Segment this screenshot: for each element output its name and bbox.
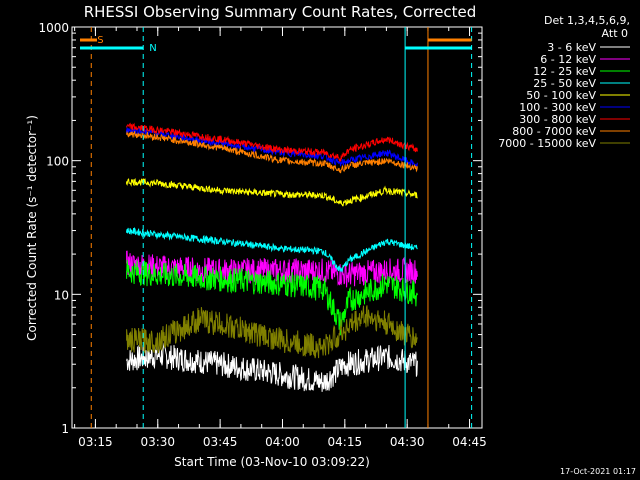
series-line <box>126 177 418 207</box>
y-tick-label: 1000 <box>38 21 69 35</box>
y-tick-label: 100 <box>46 155 69 169</box>
series-line <box>126 305 418 359</box>
y-tick-label: 10 <box>54 288 69 302</box>
legend-label: 12 - 25 keV <box>533 65 596 78</box>
legend-label: 7000 - 15000 keV <box>498 137 596 150</box>
series-line <box>126 226 418 273</box>
x-tick-label: 04:00 <box>265 435 300 449</box>
legend-label: 300 - 800 keV <box>519 113 596 126</box>
series-line <box>126 342 418 392</box>
x-tick-label: 03:30 <box>140 435 175 449</box>
plot-area: 1 10 100 1000 03:15 03:30 03:45 04:00 04:15 04:30… <box>38 21 486 449</box>
series-line <box>126 130 418 174</box>
flag-label: N <box>149 43 156 54</box>
legend-label: 100 - 300 keV <box>519 101 596 114</box>
chart-title: RHESSI Observing Summary Count Rates, Co… <box>84 3 477 21</box>
x-tick-label: 03:45 <box>203 435 238 449</box>
legend-label: 6 - 12 keV <box>540 53 596 66</box>
x-tick-label: 03:15 <box>78 435 113 449</box>
plot-frame <box>71 26 483 429</box>
render-timestamp: 17-Oct-2021 01:17 <box>560 467 636 476</box>
x-axis-label: Start Time (03-Nov-10 03:09:22) <box>174 455 370 469</box>
x-tick-label: 04:15 <box>328 435 363 449</box>
y-tick-label: 1 <box>61 422 69 436</box>
x-tick-label: 04:30 <box>390 435 425 449</box>
legend-header-line-1: Det 1,3,4,5,6,9, <box>544 14 630 27</box>
legend-header-line-2: Att 0 <box>602 27 628 40</box>
series-line <box>126 250 418 288</box>
legend-label: 3 - 6 keV <box>547 41 596 54</box>
y-axis-label: Corrected Count Rate (s⁻¹ detector⁻¹) <box>25 115 39 341</box>
legend-label: 50 - 100 keV <box>526 89 596 102</box>
x-tick-label: 04:45 <box>452 435 487 449</box>
legend-label: 25 - 50 keV <box>533 77 596 90</box>
series-line <box>126 122 418 163</box>
series-line <box>126 259 418 336</box>
flag-label: S <box>97 35 103 46</box>
legend-label: 800 - 7000 keV <box>512 125 596 138</box>
